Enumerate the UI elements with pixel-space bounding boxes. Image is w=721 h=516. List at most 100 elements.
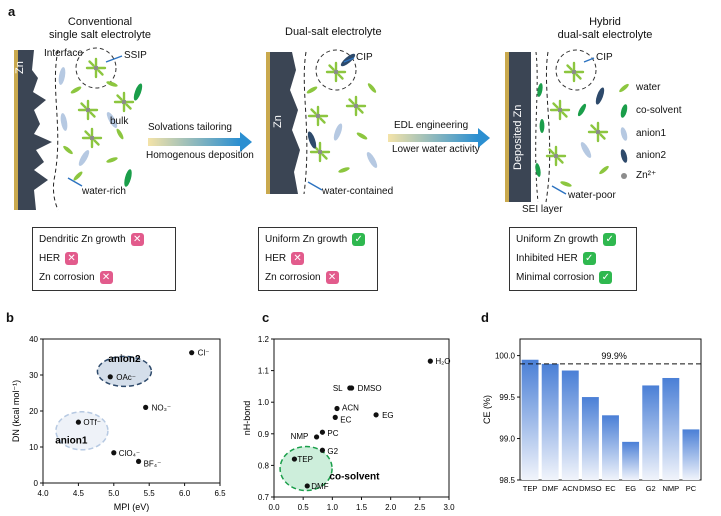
y-tick-label: 1.0 xyxy=(258,398,270,407)
x-tick-label: EG xyxy=(625,484,636,493)
data-point xyxy=(334,405,340,412)
arrow2-shaft xyxy=(388,134,478,142)
col3-interface-line xyxy=(545,51,551,203)
col2-cip-pointer xyxy=(343,57,355,63)
box2-row3-text: Zn corrosion xyxy=(265,272,321,283)
y-tick-label: 20 xyxy=(29,407,38,416)
point-label: PC xyxy=(327,429,338,438)
point-label: ClO₄⁻ xyxy=(119,449,140,458)
legend-co-solvent-label: co-solvent xyxy=(636,105,682,116)
y-tick-label: 0.9 xyxy=(258,430,270,439)
chart-c: 0.00.51.01.52.02.53.00.70.80.91.01.11.2ρ… xyxy=(242,335,455,512)
x-tick-label: 4.5 xyxy=(73,489,85,498)
data-point xyxy=(107,374,113,380)
chart-b: 4.0 4.5 5.0 5.5 6.0 6.5 0 10 20 30 40 MPI (eV) DN (k… xyxy=(11,335,226,512)
cross-icon: ✕ xyxy=(325,271,339,284)
x-tick-label: 6.5 xyxy=(214,489,226,498)
bar xyxy=(682,429,700,480)
x-tick-label: 0.5 xyxy=(298,503,310,512)
point-label: ACN xyxy=(342,404,359,413)
y-tick-label: 100.0 xyxy=(495,352,516,361)
panel-c-label: c xyxy=(262,310,270,325)
box1-row1: Dendritic Zn growth ✕ xyxy=(39,233,144,246)
col1-foil xyxy=(14,50,18,210)
legend-anion1-label: anion1 xyxy=(636,128,667,139)
y-axis-label: DN (kcal mol⁻¹) xyxy=(11,380,21,442)
box1-row3-text: Zn corrosion xyxy=(39,272,95,283)
y-tick-label: 40 xyxy=(29,335,38,344)
data-point xyxy=(189,350,195,356)
x-tick-label: EC xyxy=(605,484,616,493)
point-label: EG xyxy=(382,411,394,420)
bar xyxy=(581,397,599,480)
anion1-group-ellipse xyxy=(55,411,109,451)
data-point xyxy=(332,414,338,420)
arrow1-shaft xyxy=(148,138,240,146)
arrow2-head xyxy=(478,128,490,148)
bar xyxy=(662,377,680,480)
col1-ssip-label: SSIP xyxy=(124,50,147,61)
data-point xyxy=(319,429,326,435)
x-tick-label: 3.0 xyxy=(443,503,455,512)
col3-sei-label: SEI layer xyxy=(522,204,563,215)
box2-row2: HER ✕ xyxy=(265,252,305,265)
col1-ssip-circle xyxy=(75,47,117,89)
data-point xyxy=(143,404,149,410)
check-icon: ✓ xyxy=(603,233,617,246)
box3-row3-text: Minimal corrosion xyxy=(516,272,595,283)
data-point xyxy=(427,358,433,364)
col2-title: Dual-salt electrolyte xyxy=(285,26,382,38)
x-tick-label: ACN xyxy=(562,484,578,493)
data-point xyxy=(373,412,379,418)
reference-line-label: 99.9% xyxy=(601,351,627,361)
data-point xyxy=(291,456,298,462)
legend-water-label: water xyxy=(636,82,661,93)
col3-sei-line xyxy=(535,51,539,203)
box3-row1: Uniform Zn growth ✓ xyxy=(516,233,617,246)
x-tick-label: DMSO xyxy=(579,484,602,493)
summary-box-2: Uniform Zn growth ✓ HER ✕ Zn corrosion ✕ xyxy=(258,227,378,291)
cross-icon: ✕ xyxy=(130,233,144,246)
arrow1-top-label: Solvations tailoring xyxy=(148,122,232,133)
col1-ssip-pointer xyxy=(105,55,123,63)
y-tick-label: 0.7 xyxy=(258,493,270,502)
col3-cip-label: CIP xyxy=(596,52,613,63)
data-point xyxy=(319,447,326,453)
col1-water-rich-pointer xyxy=(67,177,83,187)
y-tick-label: 30 xyxy=(29,371,38,380)
point-label: NMP xyxy=(291,432,309,441)
col1-water-rich-label: water-rich xyxy=(82,186,126,197)
col3-title-line2: dual-salt electrolyte xyxy=(557,29,653,41)
box2-row2-text: HER xyxy=(265,253,287,264)
check-icon: ✓ xyxy=(599,271,613,284)
panel-a-schematic xyxy=(14,47,629,211)
cross-icon: ✕ xyxy=(65,252,79,265)
bar xyxy=(622,441,640,480)
box3-row3: Minimal corrosion ✓ xyxy=(516,271,613,284)
bar xyxy=(521,359,539,480)
point-label: DMSO xyxy=(358,384,382,393)
x-tick-label: 6.0 xyxy=(179,489,191,498)
y-axis-label: CE (%) xyxy=(482,395,492,424)
check-icon: ✓ xyxy=(582,252,596,265)
panel-d-label: d xyxy=(481,310,489,325)
box2-row3: Zn corrosion ✕ xyxy=(265,271,339,284)
box1-row1-text: Dendritic Zn growth xyxy=(39,234,126,245)
arrow1-bottom-label: Homogenous deposition xyxy=(146,150,254,161)
x-tick-label: PC xyxy=(686,484,697,493)
col1-electrode-label: Zn xyxy=(14,61,26,74)
bar xyxy=(561,370,579,480)
y-tick-label: 99.0 xyxy=(499,435,515,444)
cross-icon: ✕ xyxy=(291,252,305,265)
col2-water-pointer xyxy=(307,181,323,191)
legend-zn-glyph xyxy=(621,173,627,179)
point-label: SL xyxy=(333,384,343,393)
panel-a-label: a xyxy=(8,4,16,19)
y-tick-label: 0 xyxy=(34,479,39,488)
col3-deposited-zn xyxy=(509,52,531,202)
box3-row1-text: Uniform Zn growth xyxy=(516,234,599,245)
col2-zn xyxy=(270,52,300,194)
legend-anion2-label: anion2 xyxy=(636,150,667,161)
x-tick-label: DMF xyxy=(542,484,559,493)
col3-title-line1: Hybrid xyxy=(589,16,621,28)
